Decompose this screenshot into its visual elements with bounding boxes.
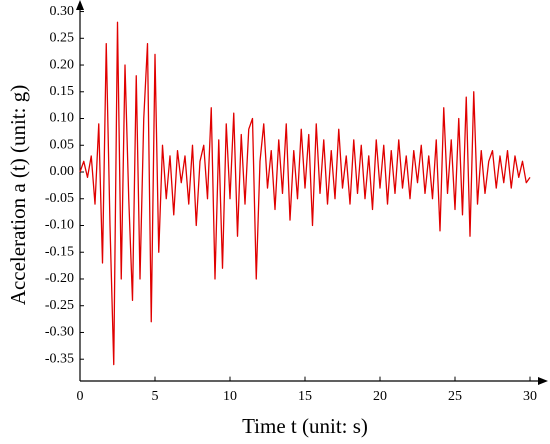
y-tick-label: 0.10 (50, 111, 75, 126)
y-tick-label: -0.30 (45, 325, 74, 340)
y-tick-label: 0.15 (50, 84, 75, 99)
x-tick-label: 0 (77, 389, 84, 404)
x-tick-label: 10 (223, 389, 237, 404)
x-axis-label: Time t (unit: s) (242, 414, 368, 438)
x-tick-label: 25 (448, 389, 462, 404)
y-tick-label: 0.20 (50, 57, 75, 72)
x-tick-label: 15 (298, 389, 312, 404)
y-tick-label: 0.00 (50, 164, 75, 179)
y-tick-label: -0.25 (45, 298, 74, 313)
y-tick-label: -0.05 (45, 191, 74, 206)
y-tick-label: 0.25 (50, 31, 75, 46)
data-line (79, 21, 531, 366)
x-axis-arrow (538, 377, 548, 385)
x-tick-label: 20 (373, 389, 387, 404)
y-tick-label: 0.05 (50, 137, 75, 152)
y-tick-label: 0.30 (50, 4, 75, 19)
y-tick-label: -0.10 (45, 218, 74, 233)
y-tick-label: -0.35 (45, 351, 74, 366)
y-tick-label: -0.15 (45, 244, 74, 259)
x-tick-label: 5 (152, 389, 159, 404)
y-axis-label: Acceleration a (t) (unit: g) (6, 85, 30, 305)
x-tick-label: 30 (523, 389, 537, 404)
y-axis-arrow (76, 0, 84, 10)
y-tick-label: -0.20 (45, 271, 74, 286)
